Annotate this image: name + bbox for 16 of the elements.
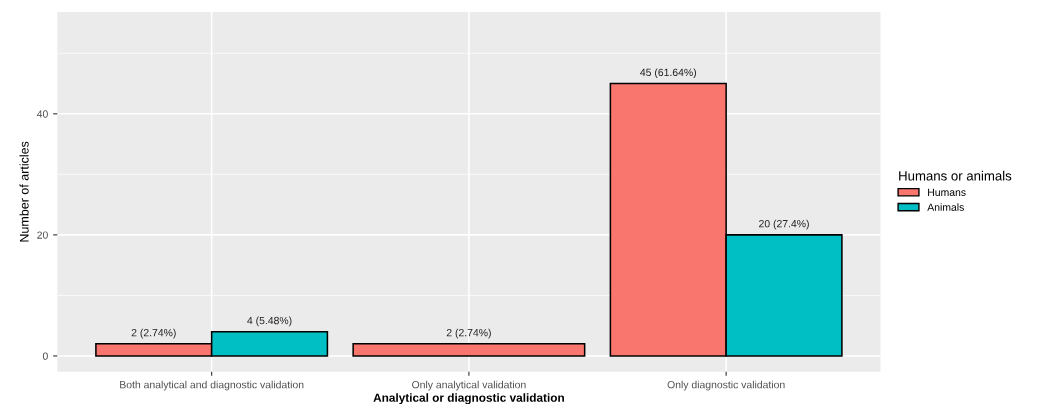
data-label: 2 (2.74%) bbox=[446, 328, 491, 339]
x-tick-label: Only analytical validation bbox=[412, 380, 526, 391]
data-label: 20 (27.4%) bbox=[759, 219, 809, 230]
y-tick-label: 0 bbox=[42, 352, 48, 360]
data-label: 45 (61.64%) bbox=[640, 68, 696, 79]
data-label: 2 (2.74%) bbox=[131, 328, 176, 339]
x-tick-label: Both analytical and diagnostic validation bbox=[120, 380, 304, 391]
legend-label: Animals bbox=[927, 203, 964, 211]
x-tick-label: Only diagnostic validation bbox=[667, 380, 785, 391]
y-tick-label: 40 bbox=[36, 110, 48, 118]
x-axis-title: Analytical or diagnostic validation bbox=[373, 393, 564, 404]
y-axis-title: Number of articles bbox=[19, 141, 29, 242]
y-tick-label: 20 bbox=[37, 231, 48, 239]
legend-label: Humans bbox=[928, 188, 966, 196]
data-label: 4 (5.48%) bbox=[247, 316, 292, 327]
legend-title: Humans or animals bbox=[899, 170, 1012, 181]
